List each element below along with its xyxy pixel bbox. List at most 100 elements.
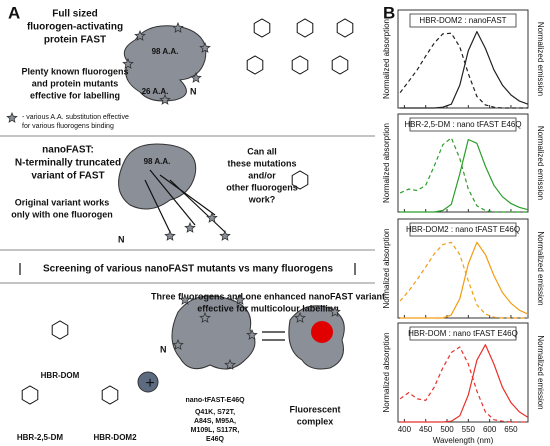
star <box>219 229 231 241</box>
complex: complex <box>297 416 334 426</box>
x-tick-label: 650 <box>504 425 518 434</box>
n-terminus: N <box>190 86 197 96</box>
chart-title: HBR-DOM2 : nanoFAST <box>419 16 506 25</box>
plus: + <box>145 375 154 392</box>
x-tick-label: 450 <box>419 425 433 434</box>
title-box <box>409 222 517 237</box>
ring <box>296 18 314 38</box>
fast-title: fluorogen-activating <box>27 22 123 33</box>
ring <box>331 55 349 75</box>
result: effective for multicolour labelling <box>197 303 339 313</box>
spectrum-line <box>400 31 529 109</box>
question: and/or <box>248 170 276 180</box>
fluorogen-name: HBR-DOM <box>41 371 80 380</box>
title-box <box>409 13 517 28</box>
chart-title: HBR-DOM2 : nano tFAST E46Q <box>406 225 520 234</box>
question: these mutations <box>227 158 296 168</box>
variant-name: nano-tFAST-E46Q <box>185 397 245 404</box>
nanofast-protein <box>118 143 197 210</box>
fast-title: Full sized <box>52 9 98 20</box>
fast-desc: Plenty known fluorogens <box>21 66 128 76</box>
star <box>224 358 236 370</box>
aa-label: 26 A.A. <box>142 87 169 96</box>
title-box <box>409 326 517 341</box>
plot-frame <box>397 322 529 423</box>
nano-title: N-terminally truncated <box>15 158 121 169</box>
legend: for various fluorogens binding <box>22 123 114 130</box>
fluorogen-sphere <box>137 371 159 393</box>
y2-axis-label: Normalized emission <box>536 22 545 96</box>
star <box>172 21 184 33</box>
star <box>329 305 341 317</box>
screening: Screening of various nanoFAST mutants vs… <box>43 264 333 275</box>
mutations: M109L, S117R, <box>191 427 240 434</box>
question: Can all <box>247 146 277 156</box>
variant-protein <box>171 295 256 370</box>
nano-desc: only with one fluorogen <box>11 209 113 219</box>
panel-label: B <box>383 3 395 22</box>
complex: Fluorescent <box>289 404 340 414</box>
spectrum-line <box>399 241 528 319</box>
y-axis-label: Normalized absorption <box>382 332 391 412</box>
result: Three fluorogens and one enhanced nanoFA… <box>151 291 385 301</box>
x-tick-label: 400 <box>398 425 412 434</box>
spectrum-line <box>399 32 528 109</box>
star <box>134 29 146 41</box>
spectrum-line <box>399 346 528 423</box>
ring <box>253 18 271 38</box>
x-tick-label: 500 <box>440 425 454 434</box>
chart-title: HBR-DOM : nano tFAST E46Q <box>408 329 518 338</box>
plot-frame <box>397 113 529 213</box>
ring <box>21 385 39 405</box>
plot-frame <box>397 9 529 109</box>
spectrum-line <box>399 137 528 213</box>
star <box>179 293 191 305</box>
star <box>206 211 218 223</box>
y-axis-label: Normalized absorption <box>382 123 391 203</box>
aa-label: 98 A.A. <box>144 157 171 166</box>
plot-frame <box>397 218 529 319</box>
fast-desc: effective for labelling <box>30 90 120 100</box>
star <box>6 111 18 123</box>
mutations: E46Q <box>206 436 224 443</box>
star <box>190 71 202 83</box>
x-axis-label: Wavelength (nm) <box>433 436 494 445</box>
spectrum-line <box>400 138 529 213</box>
n-terminus: N <box>160 344 167 354</box>
x-tick-label: 600 <box>483 425 497 434</box>
arrows <box>19 169 356 341</box>
star <box>172 338 184 350</box>
star <box>164 229 176 241</box>
y2-axis-label: Normalized emission <box>536 335 545 409</box>
title-box <box>409 117 517 132</box>
y-axis-label: Normalized absorption <box>382 19 391 99</box>
nano-desc: Original variant works <box>15 197 110 207</box>
star <box>246 328 258 340</box>
nano-title: nanoFAST: <box>42 145 94 156</box>
panel-label: A <box>8 3 20 22</box>
x-tick-label: 550 <box>462 425 476 434</box>
spectrum-line <box>400 241 529 319</box>
y2-axis-label: Normalized emission <box>536 231 545 305</box>
star <box>184 221 196 233</box>
question: work? <box>248 194 276 204</box>
star <box>199 41 211 53</box>
question: other fluorogens <box>226 182 298 192</box>
fluorogen-name: HBR-DOM2 <box>93 433 137 442</box>
star <box>159 93 171 105</box>
ring <box>246 55 264 75</box>
ring <box>51 320 69 340</box>
ring <box>101 385 119 405</box>
star <box>199 311 211 323</box>
fluorogen-name: HBR-2,5-DM <box>17 433 64 442</box>
aa-label: 98 A.A. <box>152 47 179 56</box>
panel-a-art <box>118 25 345 393</box>
star <box>122 57 134 69</box>
fast-title: protein FAST <box>44 35 106 46</box>
y-axis-label: Normalized absorption <box>382 228 391 308</box>
separators <box>0 135 375 284</box>
chart-title: HBR-2,5-DM : nano tFAST E46Q <box>404 120 521 129</box>
n-terminus: N <box>118 234 125 244</box>
mutations: A84S, M95A, <box>194 418 236 425</box>
